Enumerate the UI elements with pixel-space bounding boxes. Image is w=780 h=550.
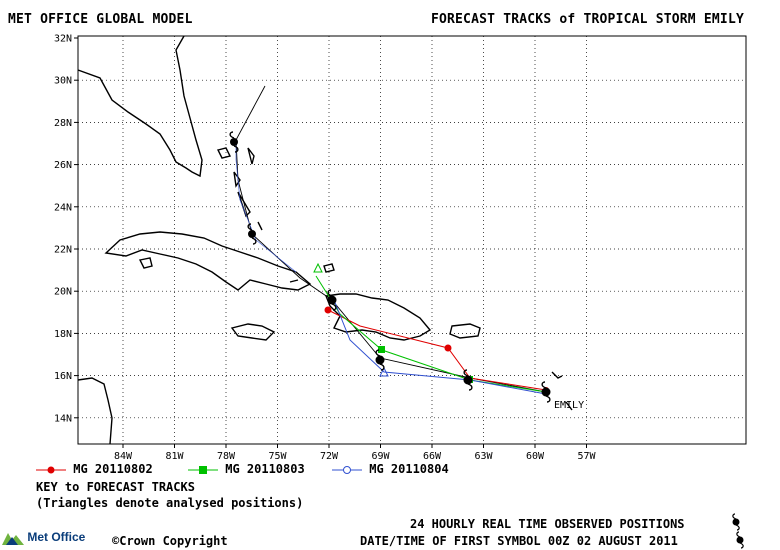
first-symbol-footer <box>736 531 744 549</box>
key-title: KEY to FORECAST TRACKS <box>36 480 195 494</box>
red-marker <box>444 344 452 352</box>
storm-symbols <box>229 131 551 403</box>
longitude-label: 72W <box>320 451 339 462</box>
gridlines <box>78 36 746 444</box>
lesser-antilles-2 <box>565 401 573 411</box>
latitude-label: 22N <box>54 245 72 256</box>
cuba-coast <box>104 231 312 291</box>
observed-symbol-footer <box>732 513 740 531</box>
jamaica-coast <box>230 323 276 341</box>
storm-symbol <box>229 131 239 153</box>
map-frame <box>77 35 747 445</box>
florida-coast <box>77 35 203 178</box>
legend-label: MG 20110804 <box>369 462 449 476</box>
observed-track-line <box>235 85 547 393</box>
south-america-coast <box>77 377 113 445</box>
longitude-label: 63W <box>474 451 493 462</box>
longitude-label: 75W <box>268 451 287 462</box>
latitude-label: 16N <box>54 371 72 382</box>
copyright-symbol: © <box>112 534 120 548</box>
header-left-title: MET OFFICE GLOBAL MODEL <box>8 12 193 27</box>
observed-track <box>235 85 547 393</box>
key-note: (Triangles denote analysed positions) <box>36 496 304 510</box>
puerto-rico-coast <box>449 323 481 339</box>
observed-track-line-2 <box>235 140 297 273</box>
longitude-label: 78W <box>217 451 236 462</box>
met-office-logo-icon <box>2 532 24 545</box>
latitude-label: 14N <box>54 413 72 424</box>
latitude-label: 26N <box>54 160 72 171</box>
bahamas-3 <box>247 147 255 165</box>
legend-item-mg-20110802: MG 20110802 <box>36 462 153 476</box>
coastlines <box>77 35 573 445</box>
first-symbol-date: DATE/TIME OF FIRST SYMBOL 00Z 02 AUGUST … <box>360 534 678 548</box>
storm-symbol <box>375 349 385 371</box>
logo-text: Met Office <box>27 530 86 544</box>
isle-of-youth <box>138 257 153 269</box>
storm-symbol <box>541 381 551 403</box>
copyright-notice: ©Crown Copyright <box>112 534 228 548</box>
bahamas-5 <box>257 221 263 231</box>
met-office-logo: Met Office <box>2 530 85 545</box>
storm-symbol <box>463 369 473 391</box>
longitude-label: 57W <box>577 451 596 462</box>
latitude-label: 32N <box>54 34 72 45</box>
caicos-2 <box>289 279 299 283</box>
legend-item-mg-20110803: MG 20110803 <box>188 462 305 476</box>
longitude-label: 60W <box>526 451 545 462</box>
latitude-label: 18N <box>54 329 72 340</box>
storm-name-label: EMILY <box>554 400 584 411</box>
axis-ticks <box>74 37 587 448</box>
bahamas-1 <box>216 147 232 159</box>
legend-label: MG 20110802 <box>73 462 153 476</box>
copyright-text: Crown Copyright <box>119 534 228 548</box>
latitude-labels: 32N 30N 28N 26N 24N 22N 20N 18N 16N 14N <box>54 34 72 425</box>
green-marker <box>378 346 385 353</box>
latitude-label: 20N <box>54 287 72 298</box>
latitude-label: 28N <box>54 118 72 129</box>
longitude-labels: 84W 81W 78W 75W 72W 69W 66W 63W 60W 57W <box>114 451 597 462</box>
turks-caicos <box>323 263 335 273</box>
latitude-label: 24N <box>54 202 72 213</box>
longitude-label: 69W <box>371 451 390 462</box>
legend-label: MG 20110803 <box>225 462 305 476</box>
longitude-label: 81W <box>165 451 184 462</box>
forecast-track-blue <box>333 299 547 395</box>
red-marker <box>324 306 332 314</box>
header-right-title: FORECAST TRACKS of TROPICAL STORM EMILY <box>430 12 744 27</box>
longitude-label: 66W <box>423 451 442 462</box>
storm-symbol <box>327 289 337 311</box>
storm-symbol <box>247 223 257 245</box>
lesser-antilles <box>551 371 563 379</box>
longitude-label: 84W <box>114 451 133 462</box>
legend-blue-marker-icon <box>332 465 362 474</box>
legend-red-marker-icon <box>36 466 66 473</box>
blue-triangle-marker <box>379 366 389 377</box>
legend-green-marker-icon <box>188 465 218 474</box>
legend-item-mg-20110804: MG 20110804 <box>332 462 449 476</box>
observed-positions-note: 24 HOURLY REAL TIME OBSERVED POSITIONS <box>410 517 685 531</box>
latitude-label: 30N <box>54 76 72 87</box>
hispaniola-coast <box>325 293 432 341</box>
green-triangle-marker <box>313 262 323 273</box>
